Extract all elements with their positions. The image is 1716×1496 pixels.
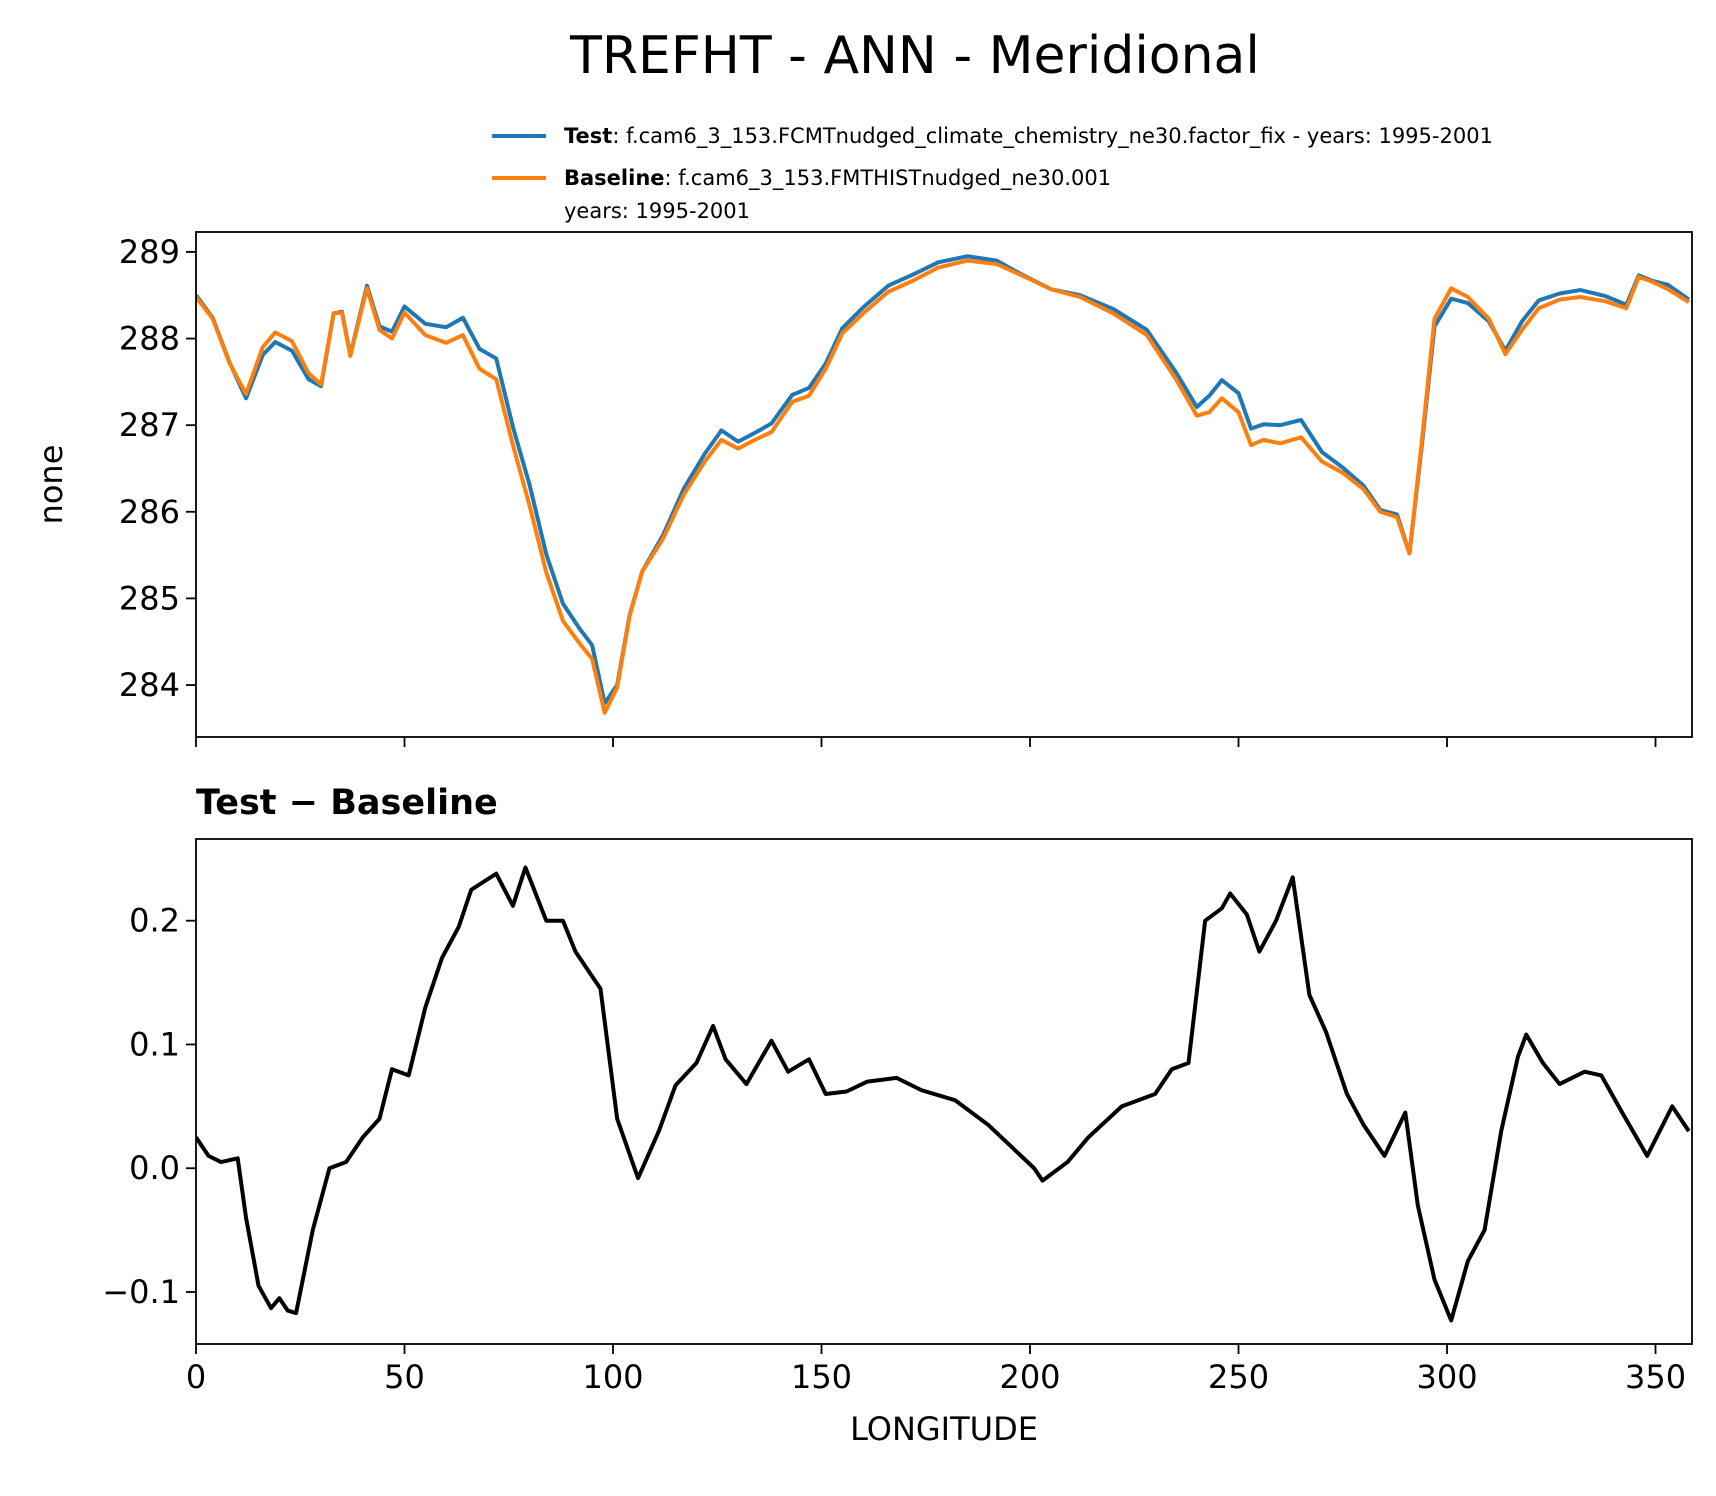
- x-tick-label: 150: [791, 1358, 852, 1396]
- legend-description: : f.cam6_3_153.FCMTnudged_climate_chemis…: [612, 124, 1493, 149]
- legend-label: Test: f.cam6_3_153.FCMTnudged_climate_ch…: [564, 124, 1493, 149]
- plot-area: [196, 865, 1691, 1323]
- data-line: [196, 254, 1691, 706]
- y-tick-label: 285: [119, 579, 180, 617]
- x-tick-label: 200: [999, 1358, 1060, 1396]
- y-tick-label: 0.2: [129, 902, 180, 940]
- x-tick-label: 300: [1416, 1358, 1477, 1396]
- legend-description: years: 1995-2001: [564, 199, 750, 223]
- legend-name: Test: [564, 124, 612, 148]
- y-tick-label: 0.1: [129, 1025, 180, 1063]
- y-tick-label: −0.1: [102, 1273, 180, 1311]
- x-tick-label: 100: [582, 1358, 643, 1396]
- data-line: [196, 258, 1690, 715]
- x-tick-label: 0: [186, 1358, 206, 1396]
- legend-label: Baseline: f.cam6_3_153.FMTHISTnudged_ne3…: [564, 166, 1111, 223]
- y-tick-label: 289: [119, 233, 180, 271]
- x-axis-label: LONGITUDE: [850, 1410, 1038, 1448]
- x-tick-label: 50: [384, 1358, 425, 1396]
- plot-area: [196, 254, 1691, 715]
- x-tick-label: 350: [1625, 1358, 1686, 1396]
- y-tick-label: 284: [119, 666, 180, 704]
- data-line: [196, 865, 1691, 1323]
- axes-frame: [195, 838, 1693, 1345]
- legend-name: Baseline: [564, 166, 665, 190]
- y-tick-label: 286: [119, 493, 180, 531]
- subplot-title: Test − Baseline: [196, 783, 498, 823]
- y-axis-label: none: [32, 445, 70, 525]
- legend-description: : f.cam6_3_153.FMTHISTnudged_ne30.001: [665, 166, 1112, 191]
- y-tick-label: 287: [119, 406, 180, 444]
- y-tick-label: 288: [119, 320, 180, 358]
- y-tick-label: 0.0: [129, 1149, 180, 1187]
- axes-frame: [195, 231, 1693, 738]
- x-tick-label: 250: [1208, 1358, 1269, 1396]
- chart-title: TREFHT - ANN - Meridional: [569, 26, 1260, 86]
